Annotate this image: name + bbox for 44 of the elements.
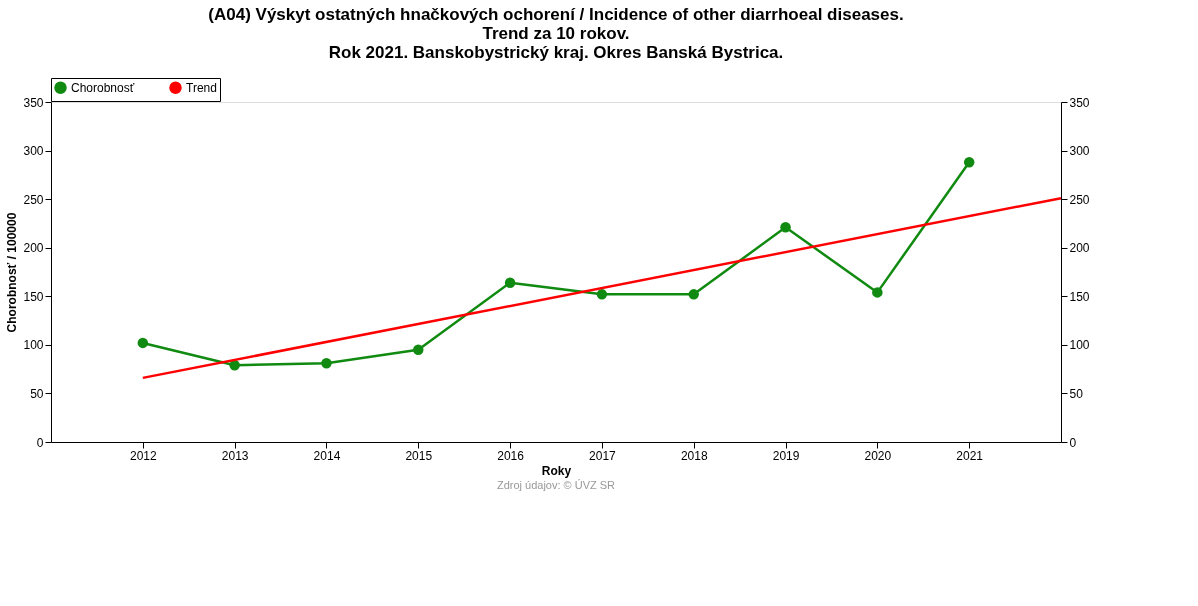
y2-tick-label: 350: [1069, 95, 1090, 110]
point: [413, 344, 424, 355]
y-tick-label: 300: [23, 144, 44, 159]
y2-tick-label: 250: [1069, 192, 1090, 207]
y2-tick-label: 0: [1069, 435, 1077, 450]
y-tick-label: 100: [23, 338, 44, 353]
x-tick-label: 2017: [589, 448, 617, 463]
x-tick-label: 2015: [405, 448, 433, 463]
y2-tick-label: 300: [1069, 144, 1090, 159]
y-tick-label: 350: [23, 95, 44, 110]
point: [780, 222, 791, 233]
text: Trend za 10 rokov.: [482, 24, 630, 43]
y-tick-label: 50: [30, 386, 44, 401]
y2-tick-label: 150: [1069, 289, 1090, 304]
point: [504, 277, 516, 288]
x-tick-label: 2013: [221, 448, 249, 463]
x-tick-label: 2020: [864, 448, 892, 463]
x-tick-label: 2016: [497, 448, 525, 463]
text: Rok 2021. Banskobystrický kraj. Okres Banská Bystrica.: [328, 43, 784, 62]
y-tick-label: 200: [23, 241, 44, 256]
legend-label: Trend: [186, 80, 217, 95]
x-tick-label: 2012: [129, 448, 157, 463]
point: [688, 289, 699, 300]
x-axis-title: Roky: [541, 463, 572, 478]
point: [321, 358, 332, 369]
point: [872, 287, 883, 298]
y2-tick-label: 200: [1069, 241, 1090, 256]
text: Zdroj údajov: © ÚVZ SR: [496, 479, 616, 491]
x-tick-label: 2018: [680, 448, 708, 463]
x-tick-label: 2014: [313, 448, 341, 463]
x-tick-label: 2021: [956, 448, 984, 463]
point: [137, 337, 149, 349]
point: [596, 289, 608, 300]
y-tick-label: 0: [36, 435, 44, 450]
x-tick-label: 2019: [772, 448, 800, 463]
y2-tick-label: 100: [1069, 338, 1090, 353]
y-tick-label: 250: [23, 192, 44, 207]
text: (A04) Výskyt ostatných hnačkových ochorení / Incidence of other diarrhoeal diseases.: [208, 5, 904, 24]
y2-tick-label: 50: [1069, 386, 1084, 401]
legend-label: Chorobnosť: [71, 80, 135, 95]
y-tick-label: 150: [23, 289, 44, 304]
point: [963, 156, 975, 168]
y-axis-title: Chorobnosť / 100000: [5, 212, 20, 333]
point: [229, 360, 240, 371]
